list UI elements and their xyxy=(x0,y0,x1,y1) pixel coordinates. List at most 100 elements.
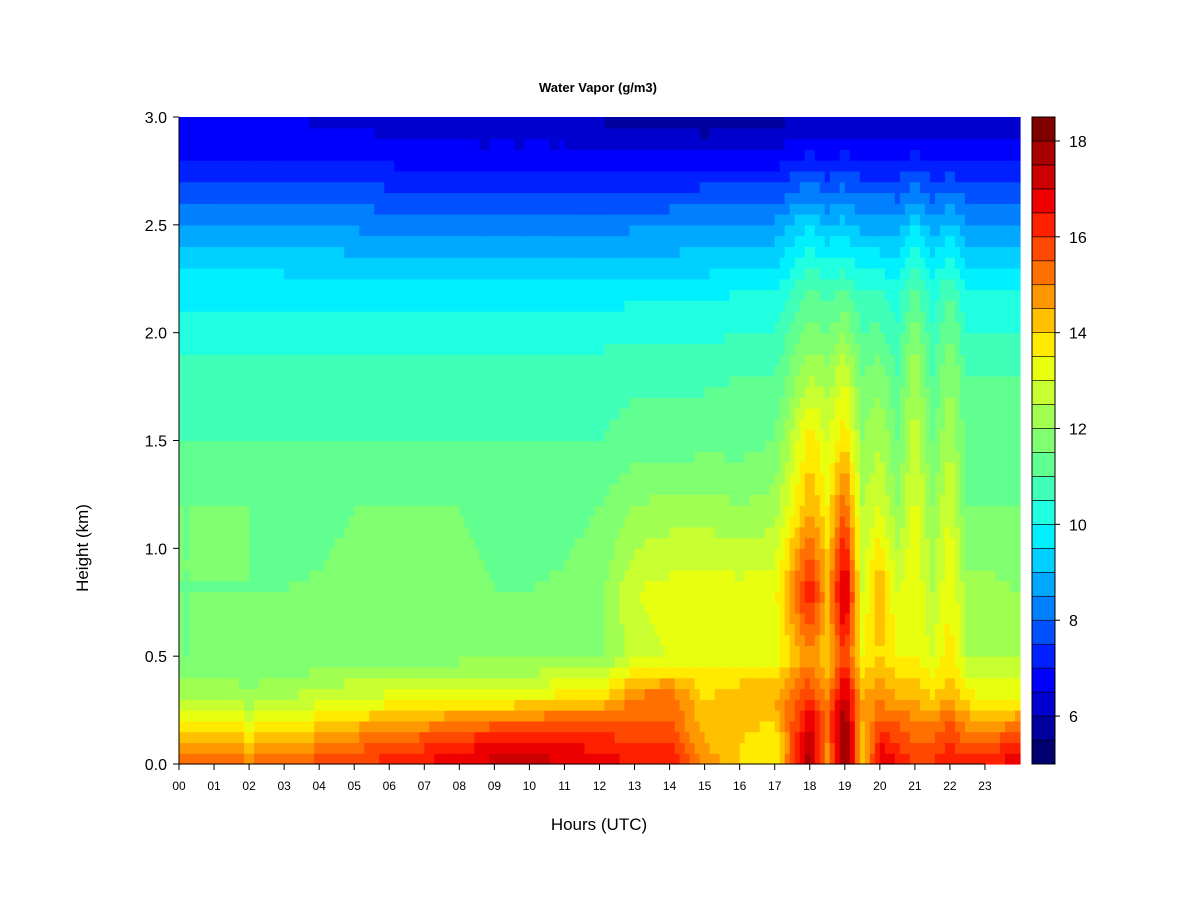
heatmap-cell xyxy=(469,666,475,679)
heatmap-cell xyxy=(509,742,515,754)
heatmap-cell xyxy=(559,397,566,409)
heatmap-cell xyxy=(179,623,185,636)
heatmap-cell xyxy=(499,559,505,571)
heatmap-cell xyxy=(489,386,495,398)
heatmap-cell xyxy=(519,548,526,560)
heatmap-cell xyxy=(394,656,400,668)
heatmap-cell xyxy=(434,440,440,452)
heatmap-cell xyxy=(209,235,215,247)
heatmap-cell xyxy=(509,138,515,150)
heatmap-cell xyxy=(524,257,531,269)
heatmap-cell xyxy=(589,429,596,442)
heatmap-cell xyxy=(579,235,586,247)
heatmap-cell xyxy=(424,257,430,269)
heatmap-cell xyxy=(269,408,275,420)
heatmap-cell xyxy=(494,451,500,463)
heatmap-cell xyxy=(374,440,380,452)
heatmap-cell xyxy=(269,386,275,398)
heatmap-cell xyxy=(404,645,410,657)
heatmap-cell xyxy=(434,170,440,183)
heatmap-cell xyxy=(409,634,415,646)
heatmap-cell xyxy=(189,602,195,614)
heatmap-cell xyxy=(284,300,290,312)
heatmap-cell xyxy=(464,418,470,431)
heatmap-cell xyxy=(514,580,521,593)
heatmap-cell xyxy=(194,408,200,420)
heatmap-cell xyxy=(534,149,541,161)
heatmap-cell xyxy=(299,429,305,442)
heatmap-cell xyxy=(204,418,210,431)
heatmap-cell xyxy=(459,343,465,355)
heatmap-cell xyxy=(319,688,325,700)
heatmap-cell xyxy=(294,246,300,258)
heatmap-cell xyxy=(259,526,265,539)
heatmap-cell xyxy=(539,548,546,560)
heatmap-cell xyxy=(409,720,415,733)
heatmap-cell xyxy=(419,170,425,183)
heatmap-cell xyxy=(549,451,556,463)
heatmap-cell xyxy=(584,429,591,442)
heatmap-cell xyxy=(424,321,430,334)
heatmap-cell xyxy=(539,440,546,452)
heatmap-cell xyxy=(529,160,536,172)
heatmap-cell xyxy=(194,666,200,679)
heatmap-cell xyxy=(189,160,195,172)
heatmap-cell xyxy=(384,375,390,388)
heatmap-cell xyxy=(304,699,310,711)
heatmap-cell xyxy=(204,742,210,754)
heatmap-cell xyxy=(314,203,320,215)
heatmap-cell xyxy=(294,160,300,172)
heatmap-cell xyxy=(204,537,210,549)
heatmap-cell xyxy=(569,203,576,215)
heatmap-cell xyxy=(439,321,445,334)
heatmap-cell xyxy=(459,311,465,323)
heatmap-cell xyxy=(189,569,195,582)
heatmap-cell xyxy=(564,278,571,291)
heatmap-cell xyxy=(444,332,450,345)
heatmap-cell xyxy=(404,580,410,593)
heatmap-cell xyxy=(339,418,345,431)
heatmap-cell xyxy=(494,386,500,398)
heatmap-cell xyxy=(424,537,430,549)
heatmap-cell xyxy=(349,181,355,194)
heatmap-cell xyxy=(469,365,475,377)
heatmap-cell xyxy=(329,127,335,140)
heatmap-cell xyxy=(509,192,515,204)
heatmap-cell xyxy=(359,720,365,733)
heatmap-cell xyxy=(384,494,390,506)
heatmap-cell xyxy=(309,160,315,172)
heatmap-cell xyxy=(324,321,330,334)
heatmap-cell xyxy=(329,138,335,150)
heatmap-cell xyxy=(264,257,270,269)
heatmap-cell xyxy=(344,224,350,237)
heatmap-cell xyxy=(354,591,360,603)
heatmap-cell xyxy=(314,526,320,539)
heatmap-cell xyxy=(584,537,591,549)
heatmap-cell xyxy=(584,720,591,733)
heatmap-cell xyxy=(434,462,440,474)
heatmap-cell xyxy=(209,397,215,409)
heatmap-cell xyxy=(509,494,515,506)
heatmap-cell xyxy=(234,257,240,269)
heatmap-cell xyxy=(529,548,536,560)
heatmap-cell xyxy=(574,753,581,765)
heatmap-cell xyxy=(289,580,295,593)
heatmap-cell xyxy=(519,483,526,496)
heatmap-cell xyxy=(219,321,225,334)
heatmap-cell xyxy=(319,332,325,345)
heatmap-cell xyxy=(579,699,586,711)
heatmap-cell xyxy=(394,311,400,323)
heatmap-cell xyxy=(464,365,470,377)
heatmap-cell xyxy=(574,214,581,226)
heatmap-cell xyxy=(569,257,576,269)
heatmap-cell xyxy=(299,742,305,754)
heatmap-cell xyxy=(429,494,435,506)
heatmap-cell xyxy=(319,720,325,733)
heatmap-cell xyxy=(564,440,571,452)
heatmap-cell xyxy=(199,753,205,765)
heatmap-cell xyxy=(294,720,300,733)
heatmap-cell xyxy=(464,753,470,765)
heatmap-cell xyxy=(179,418,185,431)
heatmap-cell xyxy=(454,515,460,528)
heatmap-cell xyxy=(474,720,480,733)
